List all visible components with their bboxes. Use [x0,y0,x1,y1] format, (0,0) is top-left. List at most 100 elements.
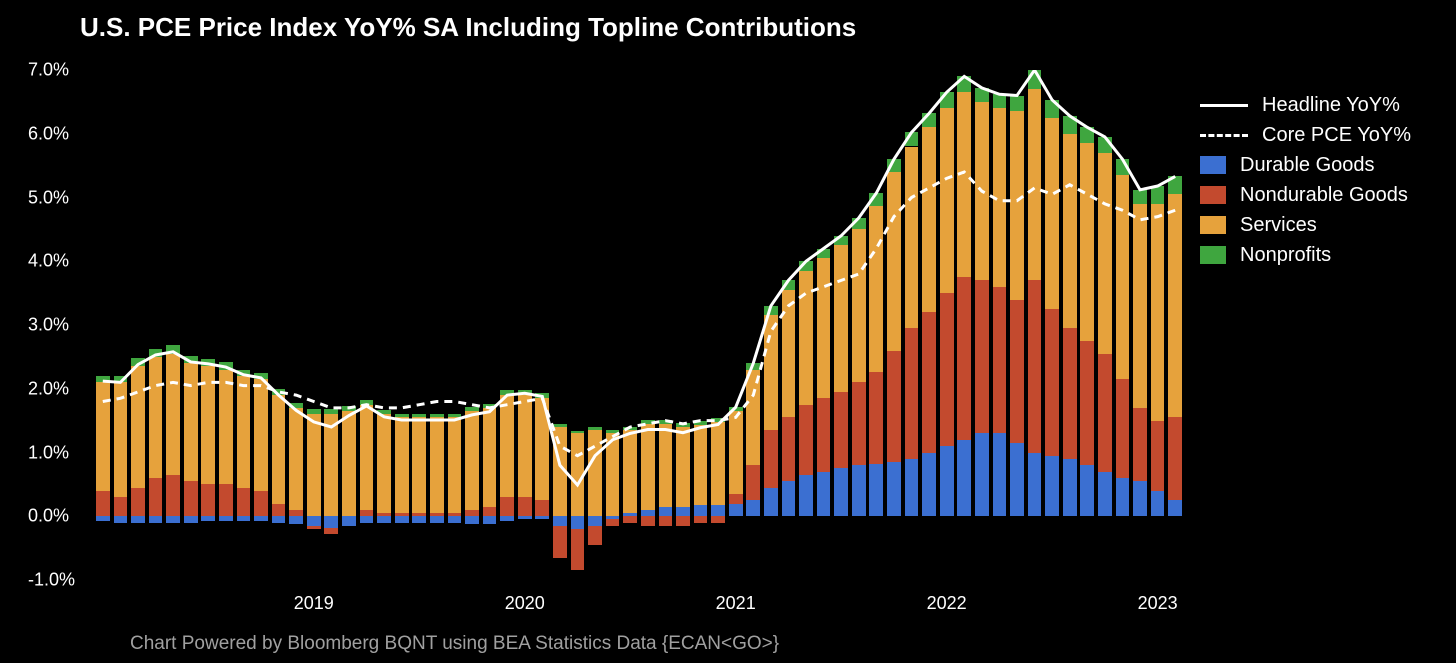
bar-segment-durable [1063,459,1077,516]
bar-segment-services [922,127,936,312]
bar-segment-nonprofits [606,430,620,433]
bar-segment-nonprofits [131,358,145,366]
bar-segment-services [166,354,180,475]
bar-segment-services [360,405,374,510]
bar-segment-services [817,258,831,398]
bar-segment-nonprofits [940,92,954,108]
bar-segment-services [500,395,514,497]
y-tick-label: 7.0% [28,60,69,81]
legend-swatch [1200,216,1226,234]
legend-swatch [1200,246,1226,264]
bar-segment-nonprofits [993,94,1007,108]
bar [1168,70,1182,580]
bar-segment-durable [272,516,286,522]
bar-segment-nondurable [869,372,883,464]
chart-plot-area: -1.0%0.0%1.0%2.0%3.0%4.0%5.0%6.0%7.0% 20… [14,70,1184,610]
bar [588,70,602,580]
bar-segment-durable [887,462,901,516]
bar-segment-durable [729,504,743,517]
legend-item: Nondurable Goods [1200,180,1411,210]
bar [1151,70,1165,580]
bar-segment-nondurable [729,494,743,504]
bar [324,70,338,580]
bar [887,70,901,580]
bar-segment-nonprofits [448,414,462,418]
bar-segment-nondurable [412,513,426,516]
bar-segment-nondurable [1045,309,1059,456]
bar-segment-durable [746,500,760,516]
y-tick-label: -1.0% [28,570,75,591]
legend-label: Core PCE YoY% [1262,124,1411,147]
bar-segment-nonprofits [1116,159,1130,175]
bar-segment-services [342,411,356,516]
bar-segment-nonprofits [1045,100,1059,118]
bar-segment-nondurable [430,513,444,516]
bar-segment-nondurable [782,417,796,481]
bar-segment-durable [448,516,462,522]
bar-segment-services [114,382,128,497]
bar-segment-services [764,315,778,430]
legend-item: Headline YoY% [1200,90,1411,120]
bar [799,70,813,580]
bar-segment-durable [219,516,233,521]
bar [676,70,690,580]
bar-segment-nondurable [571,529,585,570]
bar-segment-durable [342,516,356,526]
bar-segment-nonprofits [377,410,391,414]
bar-segment-nondurable [272,504,286,517]
bar-segment-nonprofits [272,389,286,395]
bar-segment-nondurable [588,526,602,545]
bar-segment-services [237,376,251,488]
bar-segment-services [1063,134,1077,328]
bar-segment-nondurable [448,513,462,516]
bar [764,70,778,580]
x-tick-label: 2022 [927,593,967,614]
bar-segment-durable [694,505,708,516]
bar-segment-nondurable [957,277,971,440]
bar-segment-nondurable [500,497,514,516]
bar-segment-services [659,424,673,507]
bar [1028,70,1042,580]
bar-segment-nondurable [676,516,690,526]
bar-segment-durable [535,516,549,519]
bar-segment-services [254,379,268,491]
bar [905,70,919,580]
bar [430,70,444,580]
bar-segment-nondurable [307,526,321,529]
bar-segment-nonprofits [500,390,514,395]
bar-segment-nonprofits [1080,127,1094,143]
chart-footer: Chart Powered by Bloomberg BQNT using BE… [130,633,779,655]
bar-segment-services [993,108,1007,287]
bar-segment-durable [922,453,936,517]
bar [412,70,426,580]
bar-segment-nondurable [623,516,637,522]
y-tick-label: 1.0% [28,442,69,463]
bar-segment-services [448,417,462,513]
bar-segment-durable [149,516,163,522]
y-tick-label: 4.0% [28,251,69,272]
bar-segment-nonprofits [1063,116,1077,134]
bar-segment-nondurable [254,491,268,517]
bar-segment-durable [201,516,215,521]
bar-segment-nonprofits [1151,186,1165,204]
bar [623,70,637,580]
bar-segment-nondurable [237,488,251,517]
bar-segment-nondurable [1080,341,1094,465]
bar-segment-services [905,147,919,329]
bar-segment-nonprofits [166,345,180,353]
bar-segment-services [1080,143,1094,341]
bar [817,70,831,580]
bar-segment-services [606,433,620,516]
legend-label: Nondurable Goods [1240,184,1408,207]
bar-segment-nondurable [483,507,497,517]
bar-segment-nonprofits [412,414,426,418]
legend-swatch [1200,156,1226,174]
bar [659,70,673,580]
bar [465,70,479,580]
bar-segment-durable [377,516,391,522]
legend-item: Core PCE YoY% [1200,120,1411,150]
bar-segment-nonprofits [817,249,831,259]
bar-segment-durable [465,516,479,524]
bar [219,70,233,580]
bar-segment-durable [1133,481,1147,516]
